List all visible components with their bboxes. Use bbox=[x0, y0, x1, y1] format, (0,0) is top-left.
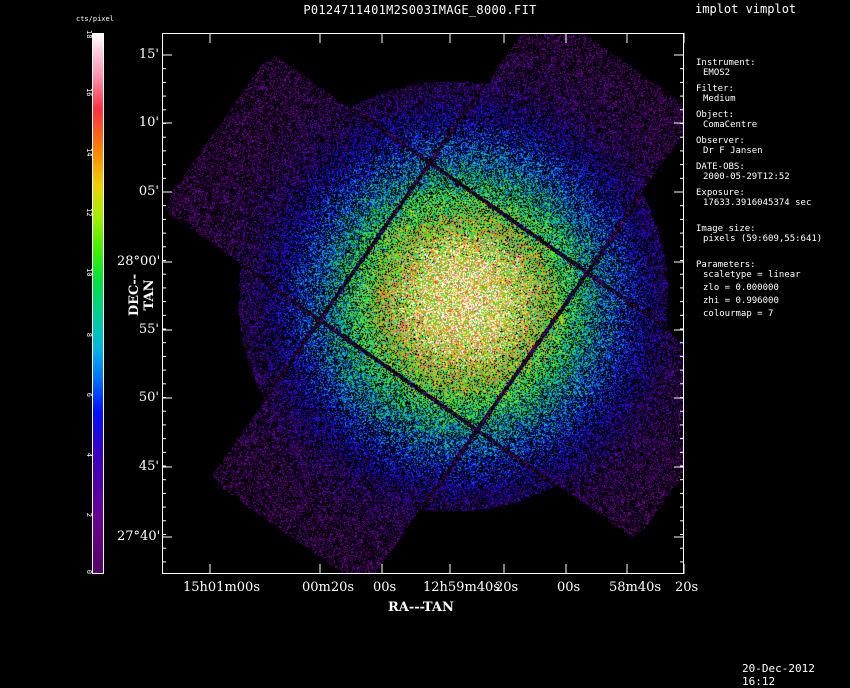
x-tick-label: 00s bbox=[373, 580, 397, 595]
metadata-key: Exposure: bbox=[696, 188, 745, 198]
y-tick-label: 05' bbox=[138, 184, 159, 199]
metadata-value: Medium bbox=[703, 94, 736, 104]
x-tick-label: 12h59m40s bbox=[423, 580, 500, 595]
y-tick-label: 28°00' bbox=[117, 254, 161, 269]
metadata-value: EMOS2 bbox=[703, 68, 731, 78]
metadata-value: colourmap = 7 bbox=[703, 309, 774, 319]
x-tick-label: 00s bbox=[557, 580, 581, 595]
app-title: implot vimplot bbox=[695, 2, 797, 16]
y-tick-label: 45' bbox=[138, 459, 159, 474]
metadata-value: Dr F Jansen bbox=[703, 146, 763, 156]
y-axis-label: DEC--TAN bbox=[127, 273, 157, 317]
metadata-value: ComaCentre bbox=[703, 120, 758, 130]
metadata-key: Object: bbox=[696, 110, 734, 120]
metadata-key: Observer: bbox=[696, 136, 745, 146]
colorbar bbox=[92, 33, 104, 574]
y-tick-label: 55' bbox=[138, 322, 159, 337]
metadata-key: Filter: bbox=[696, 84, 734, 94]
metadata-value: scaletype = linear bbox=[703, 270, 801, 280]
metadata-value: zhi = 0.996000 bbox=[703, 296, 779, 306]
y-tick-label: 10' bbox=[138, 115, 159, 130]
x-axis-label: RA---TAN bbox=[388, 600, 454, 615]
metadata-key: Parameters: bbox=[696, 260, 756, 270]
x-tick-label: 20s bbox=[675, 580, 699, 595]
x-tick-label: 20s bbox=[495, 580, 519, 595]
y-tick-label: 50' bbox=[138, 390, 159, 405]
x-tick-label: 00m20s bbox=[302, 580, 355, 595]
metadata-value: zlo = 0.000000 bbox=[703, 283, 779, 293]
metadata-key: DATE-OBS: bbox=[696, 162, 745, 172]
x-tick-label: 58m40s bbox=[609, 580, 662, 595]
x-tick-label: 15h01m00s bbox=[183, 580, 260, 595]
metadata-value: pixels (59:609,55:641) bbox=[703, 234, 823, 244]
colorbar-unit: cts/pixel bbox=[76, 15, 114, 23]
metadata-panel: Instrument: EMOS2 Filter: Medium Object: Coma… bbox=[696, 58, 822, 319]
y-tick-label: 15' bbox=[138, 47, 159, 62]
metadata-key: Image size: bbox=[696, 224, 756, 234]
metadata-value: 17633.3916045374 sec bbox=[703, 198, 812, 208]
metadata-value: 2000-05-29T12:52 bbox=[703, 172, 790, 182]
image-plot-frame bbox=[162, 33, 684, 574]
y-tick-label: 27°40' bbox=[117, 529, 161, 544]
timestamp: 20-Dec-2012 16:12 bbox=[742, 662, 815, 688]
metadata-key: Instrument: bbox=[696, 58, 756, 68]
image-title: P0124711401M2S003IMAGE_8000.FIT bbox=[303, 3, 537, 17]
xray-image bbox=[163, 34, 683, 573]
